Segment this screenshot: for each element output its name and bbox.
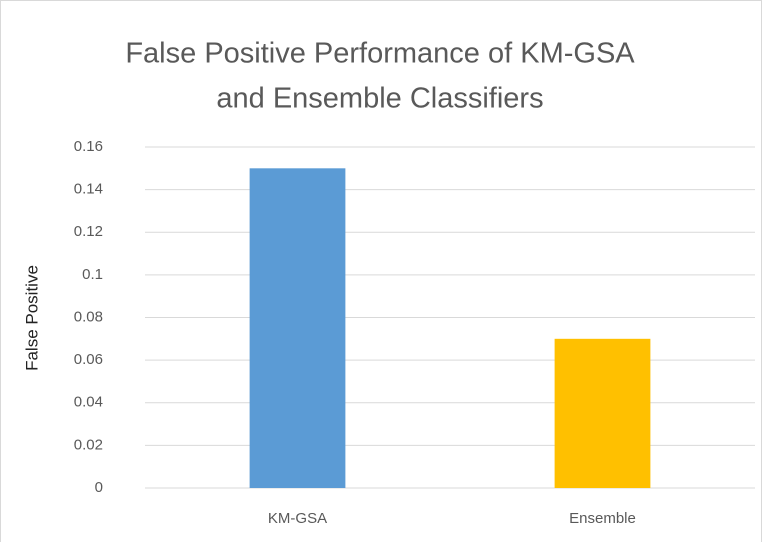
x-tick-label: KM-GSA bbox=[268, 510, 327, 527]
bar bbox=[249, 168, 346, 488]
y-tick-label: 0.16 bbox=[74, 138, 103, 155]
y-tick-label: 0 bbox=[95, 479, 103, 496]
chart-title: False Positive Performance of KM-GSA bbox=[125, 38, 635, 70]
y-tick-label: 0.06 bbox=[74, 351, 103, 368]
x-tick-label: Ensemble bbox=[569, 510, 636, 527]
y-tick-label: 0.02 bbox=[74, 436, 103, 453]
y-tick-label: 0.12 bbox=[74, 223, 103, 240]
y-tick-label: 0.04 bbox=[74, 394, 103, 411]
y-tick-label: 0.14 bbox=[74, 181, 103, 198]
y-tick-label: 0.1 bbox=[82, 266, 103, 283]
chart-title: and Ensemble Classifiers bbox=[216, 83, 543, 115]
y-axis-label: False Positive bbox=[22, 265, 41, 371]
y-tick-label: 0.08 bbox=[74, 308, 103, 325]
bar bbox=[554, 338, 651, 488]
